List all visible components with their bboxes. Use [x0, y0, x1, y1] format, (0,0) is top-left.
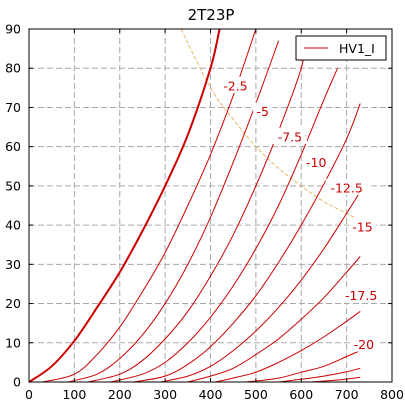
series-line — [110, 68, 339, 383]
x-tick-label: 500 — [244, 387, 268, 402]
series-line — [28, 28, 221, 383]
y-tick-label: 50 — [5, 178, 21, 193]
series-line — [246, 350, 361, 383]
y-tick-label: 40 — [5, 218, 21, 233]
x-tick-label: 300 — [153, 387, 177, 402]
series-line — [42, 28, 257, 383]
series-line — [133, 103, 361, 383]
curve-label: -7.5 — [278, 129, 302, 144]
curve-label: -17.5 — [345, 288, 377, 303]
y-tick-label: 70 — [5, 100, 21, 115]
series-line — [160, 191, 361, 383]
y-tick-label: 10 — [5, 335, 21, 350]
x-tick-label: 600 — [289, 387, 313, 402]
axis-ticks — [28, 28, 393, 383]
series-line — [310, 376, 361, 383]
x-tick-label: 200 — [108, 387, 132, 402]
y-tick-label: 90 — [5, 22, 21, 37]
chart-title: 2T23P — [188, 6, 235, 24]
x-tick-label: 400 — [199, 387, 223, 402]
x-tick-label: 700 — [335, 387, 359, 402]
curve-labels: -2.5 -5 -7.5 -10 -12.5 -15 -17.5 -20 — [218, 76, 383, 352]
y-tick-label: 80 — [5, 61, 21, 76]
curve-label: -20 — [354, 337, 374, 352]
y-tick-label: 60 — [5, 139, 21, 154]
dissipation-curve — [180, 28, 363, 222]
curve-label: -2.5 — [223, 78, 247, 93]
series-line — [278, 367, 361, 383]
series-line — [214, 310, 361, 383]
curve-label-background — [272, 127, 308, 144]
y-tick-label: 0 — [13, 375, 21, 390]
x-tick-label: 0 — [25, 387, 33, 402]
series-line — [187, 256, 361, 383]
x-tick-labels: 0 100 200 300 400 500 600 700 800 — [25, 387, 404, 402]
y-tick-label: 30 — [5, 257, 21, 272]
curve-label-background — [218, 76, 253, 93]
curve-label-background — [325, 178, 368, 195]
curve-label: -12.5 — [330, 180, 362, 195]
curve-label-background — [253, 102, 273, 119]
y-tick-label: 20 — [5, 296, 21, 311]
series-line — [87, 36, 307, 383]
curve-label-background — [302, 153, 330, 170]
x-tick-label: 800 — [380, 387, 404, 402]
y-tick-labels: 0 10 20 30 40 50 60 70 80 90 — [5, 22, 21, 390]
curve-label-background — [350, 335, 378, 352]
series-line — [67, 40, 280, 383]
grid — [29, 29, 392, 382]
curve-label: -10 — [306, 155, 326, 170]
curve-label: -15 — [352, 220, 372, 235]
legend-label: HV1_I — [339, 41, 375, 56]
dissipation-curve-group — [180, 28, 363, 222]
legend: HV1_I — [295, 35, 387, 61]
curve-label: -5 — [256, 104, 268, 119]
series-group — [28, 28, 361, 383]
curve-label-background — [349, 218, 376, 235]
x-tick-label: 100 — [62, 387, 86, 402]
curve-label-background — [340, 286, 383, 303]
